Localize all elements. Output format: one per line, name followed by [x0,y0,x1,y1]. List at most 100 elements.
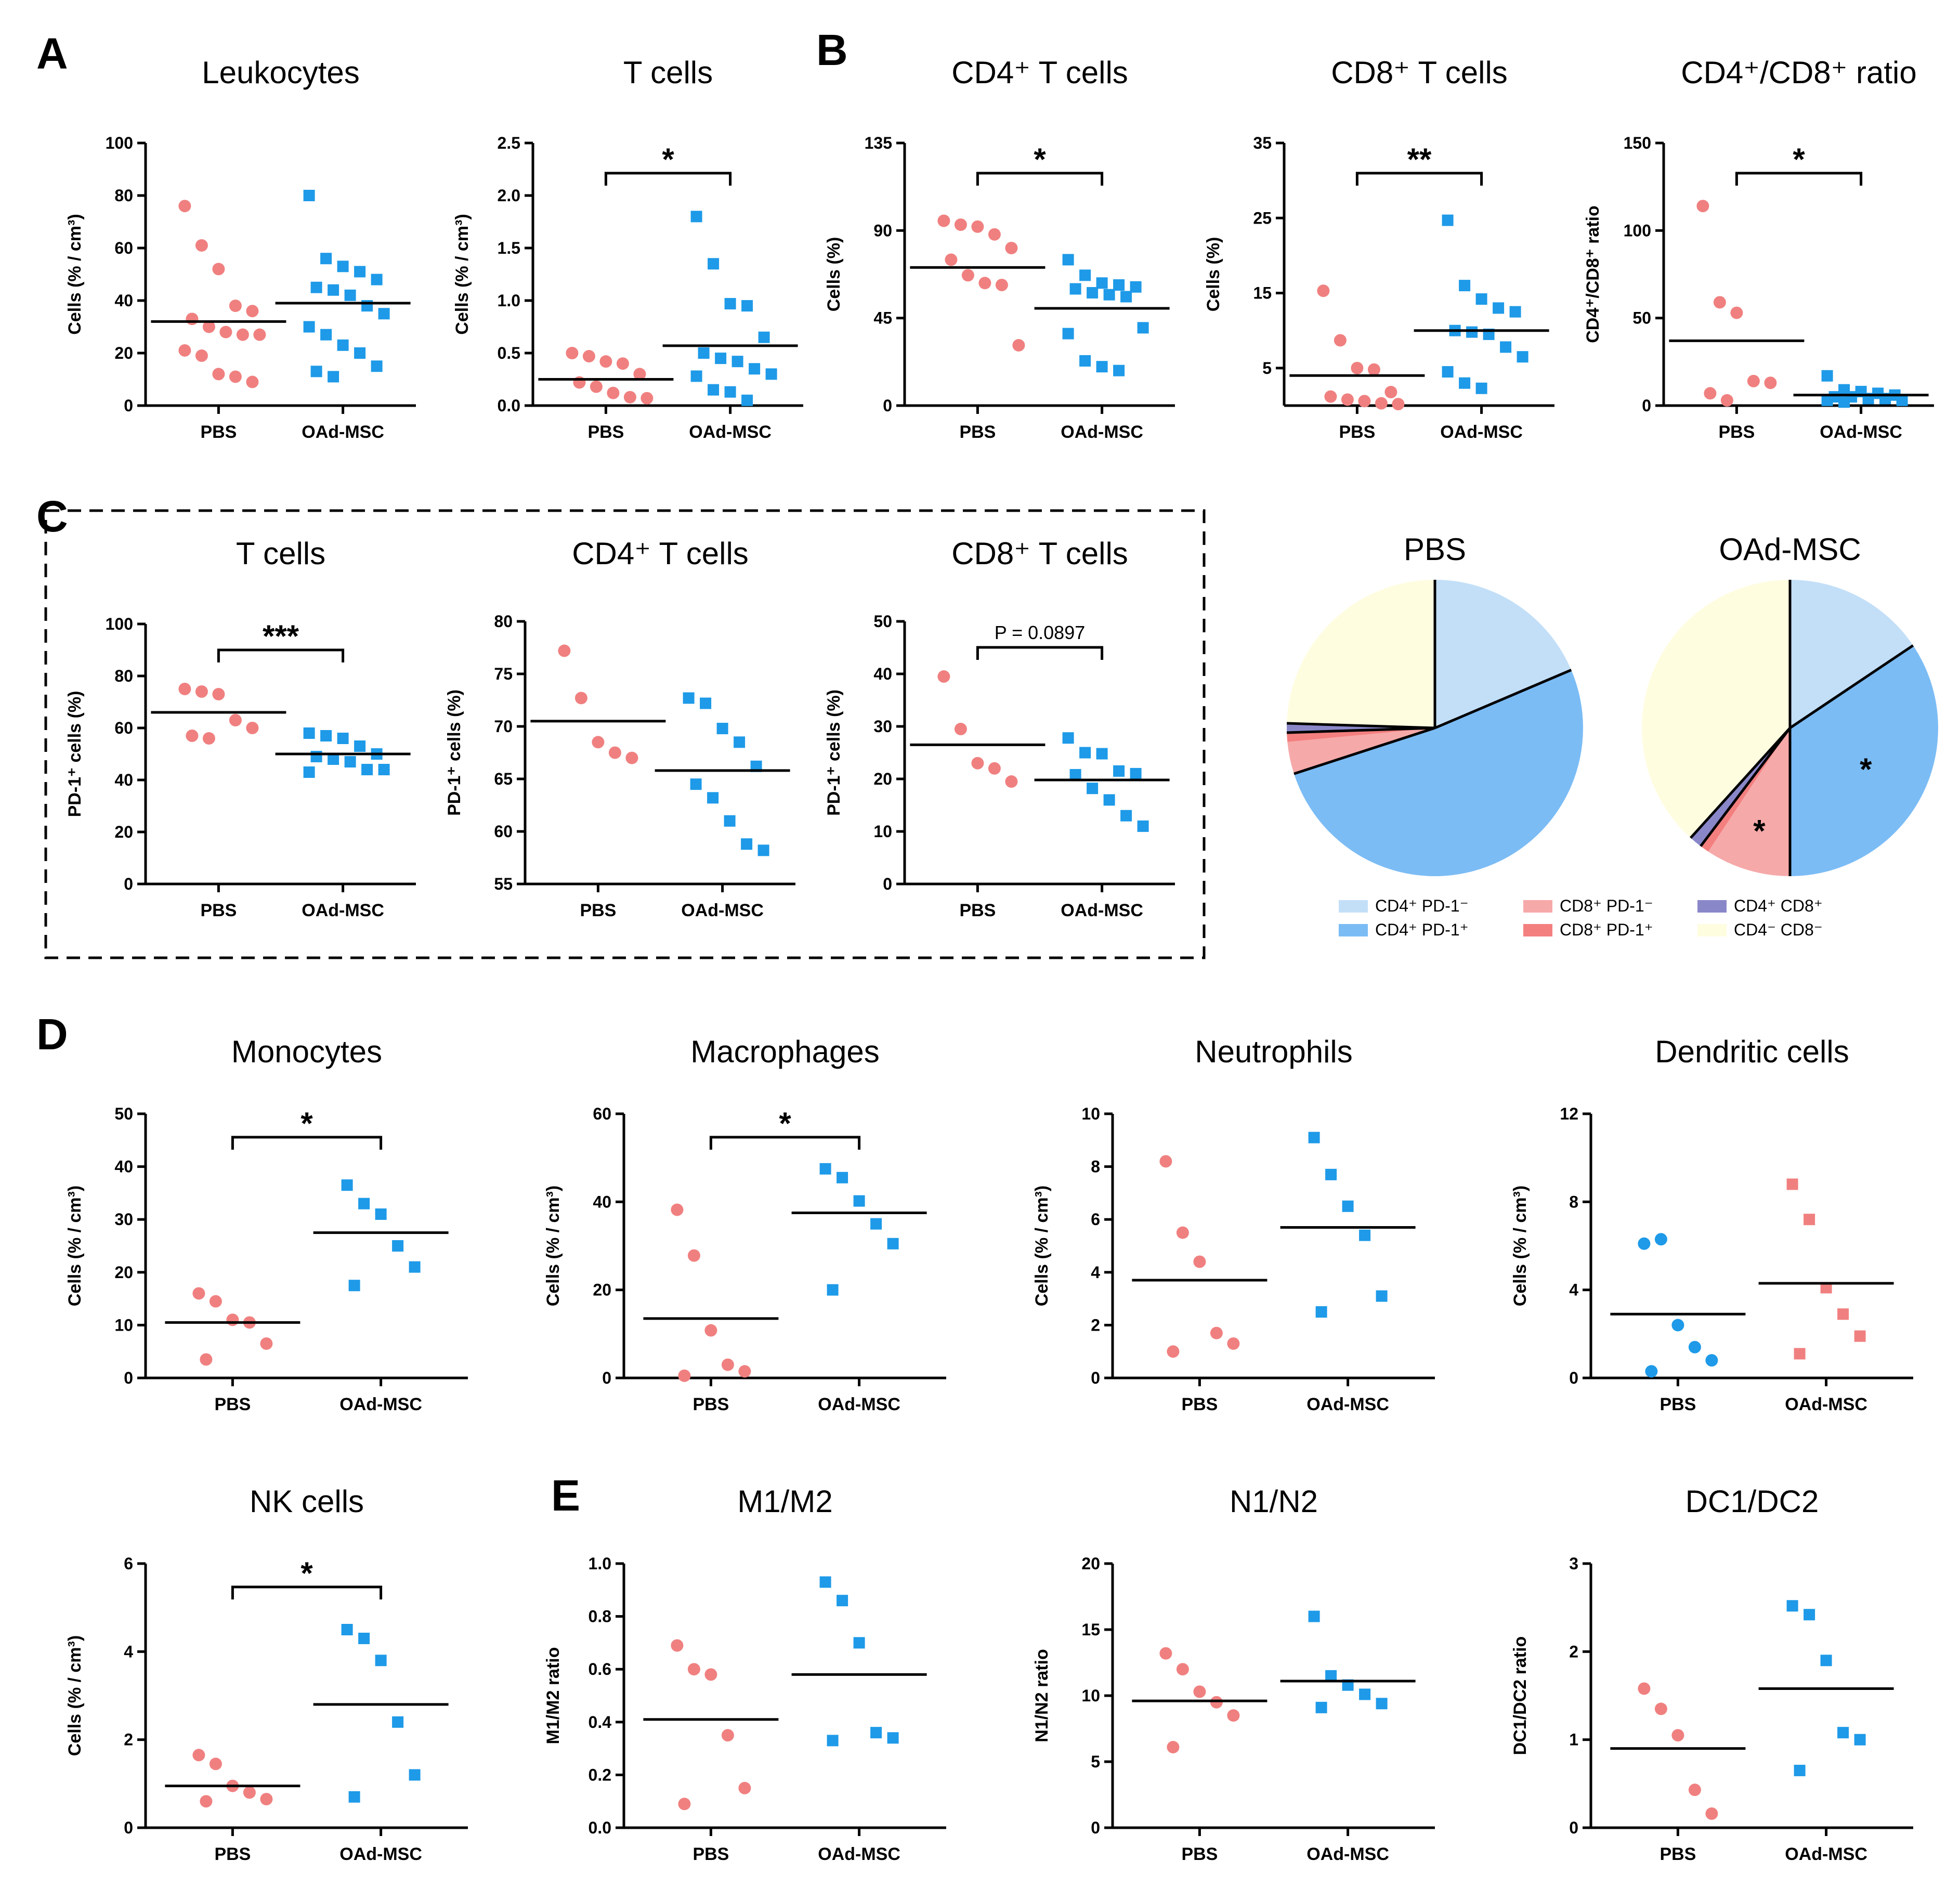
data-point-pbs [971,220,984,233]
y-axis-label: Cells (% / cm³) [543,1186,563,1306]
data-point-oad [310,751,322,762]
data-point-oad [707,792,719,804]
data-point-pbs [253,328,266,341]
y-tick-label: 5 [1262,359,1272,378]
data-point-oad [1794,1764,1806,1776]
x-tick-label: PBS [214,1395,251,1414]
y-tick-label: 10 [1081,1686,1100,1705]
pie-title: OAd-MSC [1719,532,1861,567]
y-tick-label: 0 [124,396,133,415]
data-point-oad [375,1208,387,1220]
data-point-pbs [1005,775,1018,788]
y-tick-label: 30 [114,1210,133,1229]
chart-title: DC1/DC2 [1685,1484,1819,1519]
data-point-pbs [1645,1365,1658,1378]
data-point-oad [1493,302,1505,314]
data-point-oad [378,308,390,320]
y-tick-label: 1.0 [589,1554,611,1573]
data-point-oad [1315,1306,1327,1318]
data-point-oad [1137,820,1149,832]
data-point-oad [1113,765,1125,777]
legend-label: CD4⁺ PD-1⁺ [1375,920,1469,939]
chart-dc1dc2: DC1/DC2 0 1 2 3 PBS OAd-MSC DC1/DC2 ratio [1510,1484,1913,1864]
data-point-oad [328,753,339,765]
data-point-oad [1113,279,1125,291]
data-point-oad [853,1637,865,1649]
data-point-pbs [971,757,984,770]
data-point-oad [1137,322,1149,334]
y-axis-label: Cells (% / cm³) [1510,1186,1530,1306]
y-tick-label: 20 [593,1281,611,1299]
x-tick-label: PBS [1181,1844,1218,1864]
data-point-oad [724,298,736,310]
chart-monocytes: Monocytes 0 10 20 30 40 50 PBS OAd-MSC Cells (% /… [65,1034,468,1414]
y-tick-label: 20 [114,344,133,362]
data-point-oad [1308,1610,1320,1622]
significance-stars: * [662,142,674,177]
y-tick-label: 40 [114,291,133,310]
y-tick-label: 50 [114,1104,133,1123]
data-point-pbs [1317,284,1330,297]
data-point-pbs [1730,306,1743,319]
data-point-pbs [1005,242,1018,254]
legend-item: CD4⁺ CD8⁺ [1697,896,1823,915]
data-point-oad [1130,281,1142,293]
panel-letter-c: C [36,492,68,541]
data-point-pbs [202,732,215,745]
x-tick-label: OAd-MSC [302,422,384,442]
chart-title: T cells [623,55,713,90]
chart-title: Neutrophils [1195,1034,1353,1069]
legend-layer: CD4⁺ PD-1⁻ CD8⁺ PD-1⁻ CD4⁺ CD8⁺ CD4⁺ PD-1⁺ C… [1339,896,1823,939]
data-point-oad [716,723,728,735]
data-point-oad [708,384,720,396]
y-tick-label: 0 [124,1818,133,1837]
chart-pd1_cd8: CD8⁺ T cells 0 10 20 30 40 50 PBS OAd-MSC PD-1⁺ c… [824,536,1175,920]
x-tick-label: OAd-MSC [1061,422,1143,442]
data-point-oad [853,1195,865,1207]
data-point-oad [1854,1734,1866,1746]
data-point-oad [392,1716,404,1728]
y-tick-label: 75 [494,665,513,683]
data-point-oad [1838,396,1850,408]
significance-bracket [1355,172,1483,186]
y-tick-label: 8 [1091,1157,1100,1176]
data-point-oad [870,1727,882,1739]
y-tick-label: 60 [494,822,513,841]
chart-title: Leukocytes [202,55,360,90]
data-point-oad [337,261,349,272]
x-tick-label: PBS [587,422,624,442]
data-point-oad [328,284,339,296]
data-point-oad [1308,1131,1320,1143]
y-tick-label: 10 [114,1316,133,1334]
data-point-pbs [1176,1663,1189,1676]
data-point-pbs [1367,363,1380,376]
data-point-oad [887,1732,899,1744]
y-tick-label: 4 [124,1642,133,1661]
y-tick-label: 0 [883,875,892,893]
chart-title: CD4⁺ T cells [572,536,749,571]
data-point-oad [1459,280,1471,292]
y-axis-label: CD4⁺/CD8⁺ ratio [1583,205,1603,343]
chart-neutrophils: Neutrophils 0 2 4 6 8 10 PBS OAd-MSC Cells (% / c… [1032,1034,1435,1414]
significance-stars: * [779,1106,791,1141]
data-point-pbs [1747,374,1760,387]
significance-bracket [604,172,732,186]
chart-pie_oad: OAd-MSC * * [1642,532,1939,876]
legend-item: CD4⁻ CD8⁻ [1697,920,1823,939]
data-point-oad [348,1280,360,1292]
y-tick-label: 35 [1253,134,1272,152]
data-point-pbs [937,214,950,227]
panel-letter-e: E [551,1471,580,1520]
data-point-pbs [1671,1729,1684,1742]
significance-bracket [1735,172,1863,186]
data-point-pbs [988,228,1001,241]
y-tick-label: 1.5 [498,239,520,257]
data-point-oad [1062,732,1074,744]
data-point-oad [1509,306,1521,318]
data-point-oad [1062,328,1074,340]
pie-divider [1700,727,1791,847]
data-point-pbs [607,386,620,399]
data-point-oad [354,347,366,359]
data-point-pbs [1764,376,1777,389]
chart-nk: NK cells 0 2 4 6 PBS OAd-MSC Cells (% / cm³) * [65,1484,468,1864]
